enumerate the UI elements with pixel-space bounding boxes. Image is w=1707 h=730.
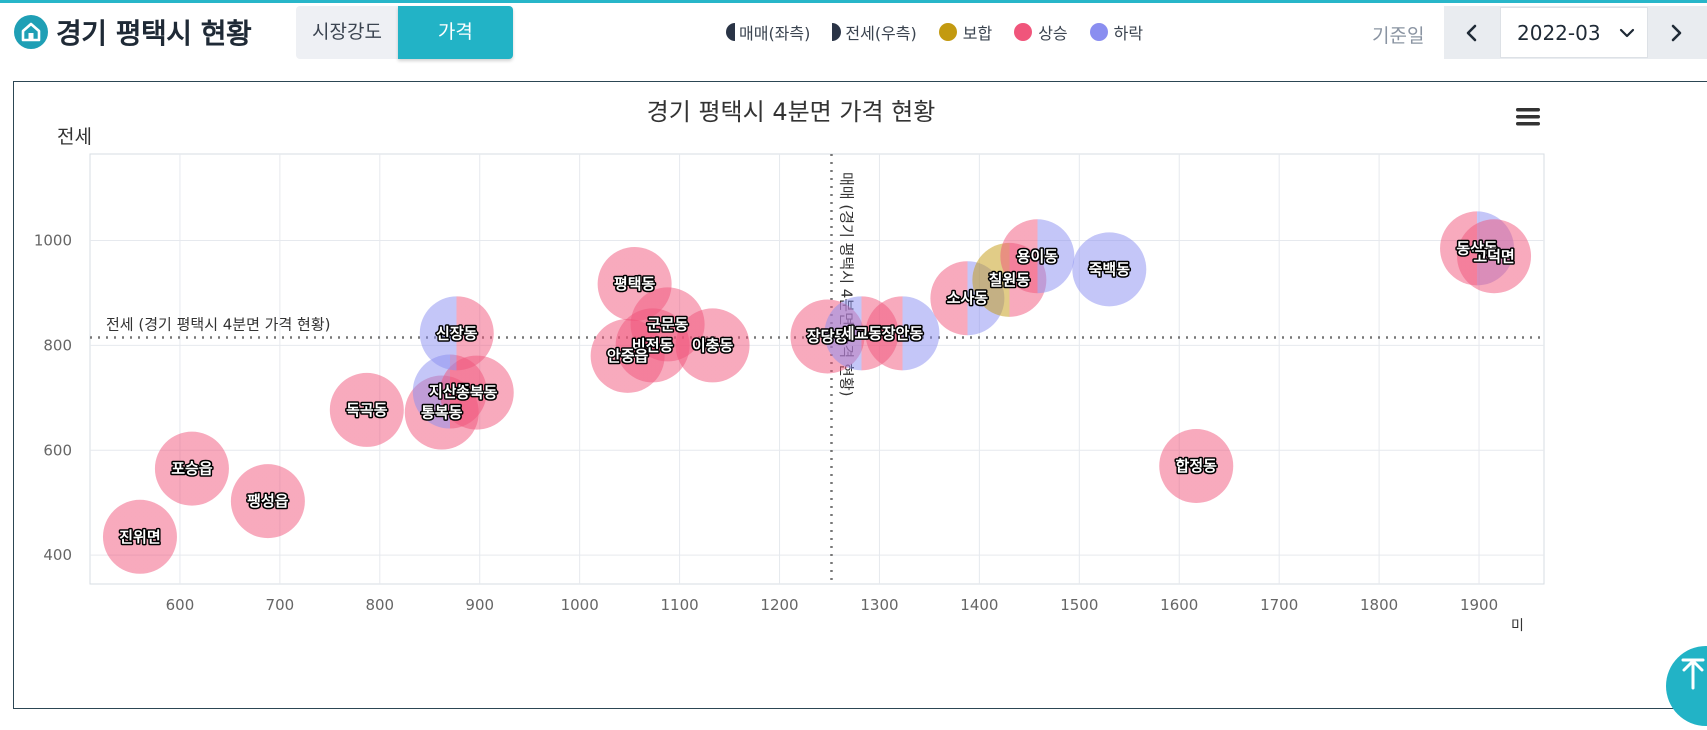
bubble-label: 팽성읍 xyxy=(247,492,289,510)
x-tick-label: 700 xyxy=(266,596,295,614)
bubble-label: 신장동 xyxy=(436,324,478,342)
flat-dot-icon xyxy=(938,23,957,41)
half-circle-left-icon xyxy=(726,23,735,41)
legend-down: 하락 xyxy=(1089,20,1144,44)
scatter-chart: 경기 평택시 4분면 가격 현황 전세 전세 (경기 평택시 4분면 가격 현황… xyxy=(34,98,1545,634)
data-bubble[interactable] xyxy=(154,431,229,506)
legend-sale-label: 매매(좌측) xyxy=(739,24,811,43)
chart-title: 경기 평택시 4분면 가격 현황 xyxy=(647,98,936,126)
x-tick-label: 1900 xyxy=(1460,596,1498,614)
data-bubble[interactable] xyxy=(675,308,750,383)
legend-down-label: 하락 xyxy=(1113,24,1144,43)
x-tick-label: 1000 xyxy=(561,596,599,614)
data-bubble[interactable] xyxy=(102,499,177,574)
bubble-label: 세교동 xyxy=(841,324,883,342)
y-tick-label: 400 xyxy=(43,546,72,564)
bubble-label: 송북동 xyxy=(456,384,498,402)
data-bubble[interactable] xyxy=(865,296,940,371)
chevron-down-icon xyxy=(1619,28,1635,37)
x-tick-label: 1800 xyxy=(1360,596,1398,614)
y-tick-label: 600 xyxy=(43,441,72,459)
bubble-label: 통복동 xyxy=(421,404,463,422)
bubble-label: 포승읍 xyxy=(171,460,213,478)
chart-panel: 경기 평택시 4분면 가격 현황 전세 전세 (경기 평택시 4분면 가격 현황… xyxy=(13,81,1707,709)
bubble-label: 용이동 xyxy=(1017,247,1059,265)
bubble-label: 안중읍 xyxy=(607,347,649,365)
tab-price[interactable]: 가격 xyxy=(397,6,513,59)
y-tick-label: 1000 xyxy=(34,232,72,250)
bubble-label: 지산동 xyxy=(429,383,471,401)
menu-icon[interactable] xyxy=(1516,108,1540,126)
bubble-label: 이충동 xyxy=(692,336,734,354)
view-tabs: 시장강도 가격 xyxy=(296,6,513,59)
date-value: 2022-03 xyxy=(1517,20,1601,45)
x-tick-label: 1200 xyxy=(760,596,798,614)
up-dot-icon xyxy=(1014,23,1033,41)
bubble-label: 칠원동 xyxy=(989,271,1031,289)
bubble-label: 고덕면 xyxy=(1473,247,1514,265)
plot-area xyxy=(89,153,1545,585)
bubble-label: 합정동 xyxy=(1176,457,1218,475)
prev-date-button[interactable] xyxy=(1444,6,1500,59)
legend-flat: 보합 xyxy=(938,20,993,44)
legend-flat-label: 보합 xyxy=(962,24,993,43)
header: 경기 평택시 현황 시장강도 가격 매매(좌측) 전세(우측) 보합 상승 하락… xyxy=(0,3,1707,59)
y-axis-title: 전세 xyxy=(57,126,92,148)
legend-up-label: 상승 xyxy=(1038,24,1068,43)
scroll-top-button[interactable] xyxy=(1666,646,1707,726)
data-bubble[interactable] xyxy=(419,296,494,371)
tab-market-strength[interactable]: 시장강도 xyxy=(296,6,398,59)
bubble-label: 소사동 xyxy=(947,289,989,307)
data-bubble[interactable] xyxy=(439,355,514,430)
data-bubble[interactable] xyxy=(1000,219,1075,294)
data-bubble[interactable] xyxy=(230,464,305,539)
x-tick-label: 1600 xyxy=(1160,596,1198,614)
page-title: 경기 평택시 현황 xyxy=(56,17,252,50)
chevron-right-icon xyxy=(1671,24,1682,41)
data-bubble[interactable] xyxy=(329,372,404,447)
x-tick-label: 1100 xyxy=(661,596,699,614)
bubble-label: 장안동 xyxy=(882,324,924,342)
bubble-label: 죽백동 xyxy=(1089,260,1131,278)
bubble-label: 군문동 xyxy=(647,315,689,333)
x-axis-title: 미 xyxy=(1511,618,1524,634)
home-icon[interactable] xyxy=(14,15,48,49)
legend-sale: 매매(좌측) xyxy=(726,20,810,44)
data-bubble[interactable] xyxy=(1457,219,1532,294)
bubble-label: 독곡동 xyxy=(346,401,388,419)
x-tick-label: 900 xyxy=(465,596,494,614)
half-circle-right-icon xyxy=(832,23,842,41)
legend-rent: 전세(우측) xyxy=(832,20,917,44)
bubble-label: 비전동 xyxy=(632,336,674,354)
x-tick-label: 1300 xyxy=(860,596,898,614)
legend-rent-label: 전세(우측) xyxy=(845,24,917,43)
horizontal-reference-label: 전세 (경기 평택시 4분면 가격 현황) xyxy=(106,316,331,334)
date-picker: 2022-03 xyxy=(1444,6,1707,59)
bubble-label: 진위면 xyxy=(119,528,160,546)
data-bubble[interactable] xyxy=(1159,429,1234,504)
legend-up: 상승 xyxy=(1014,20,1068,44)
bubble-label: 장당동 xyxy=(807,327,849,345)
y-tick-label: 800 xyxy=(43,336,72,354)
arrow-up-icon xyxy=(1681,658,1705,690)
x-tick-label: 1500 xyxy=(1060,596,1098,614)
date-select[interactable]: 2022-03 xyxy=(1500,7,1648,58)
date-label: 기준일 xyxy=(1372,25,1425,47)
top-accent-line xyxy=(0,0,1707,3)
bubble-label: 동삭동 xyxy=(1456,239,1498,257)
x-tick-label: 1700 xyxy=(1260,596,1298,614)
bubble-label: 평택동 xyxy=(614,275,656,293)
x-tick-label: 1400 xyxy=(960,596,998,614)
header-legend: 매매(좌측) 전세(우측) 보합 상승 하락 xyxy=(726,20,1143,44)
chevron-left-icon xyxy=(1466,24,1477,41)
data-bubble[interactable] xyxy=(1072,232,1147,307)
next-date-button[interactable] xyxy=(1648,6,1704,59)
down-dot-icon xyxy=(1089,23,1108,41)
x-tick-label: 800 xyxy=(365,596,394,614)
data-bubble[interactable] xyxy=(590,318,665,393)
x-tick-label: 600 xyxy=(166,596,195,614)
